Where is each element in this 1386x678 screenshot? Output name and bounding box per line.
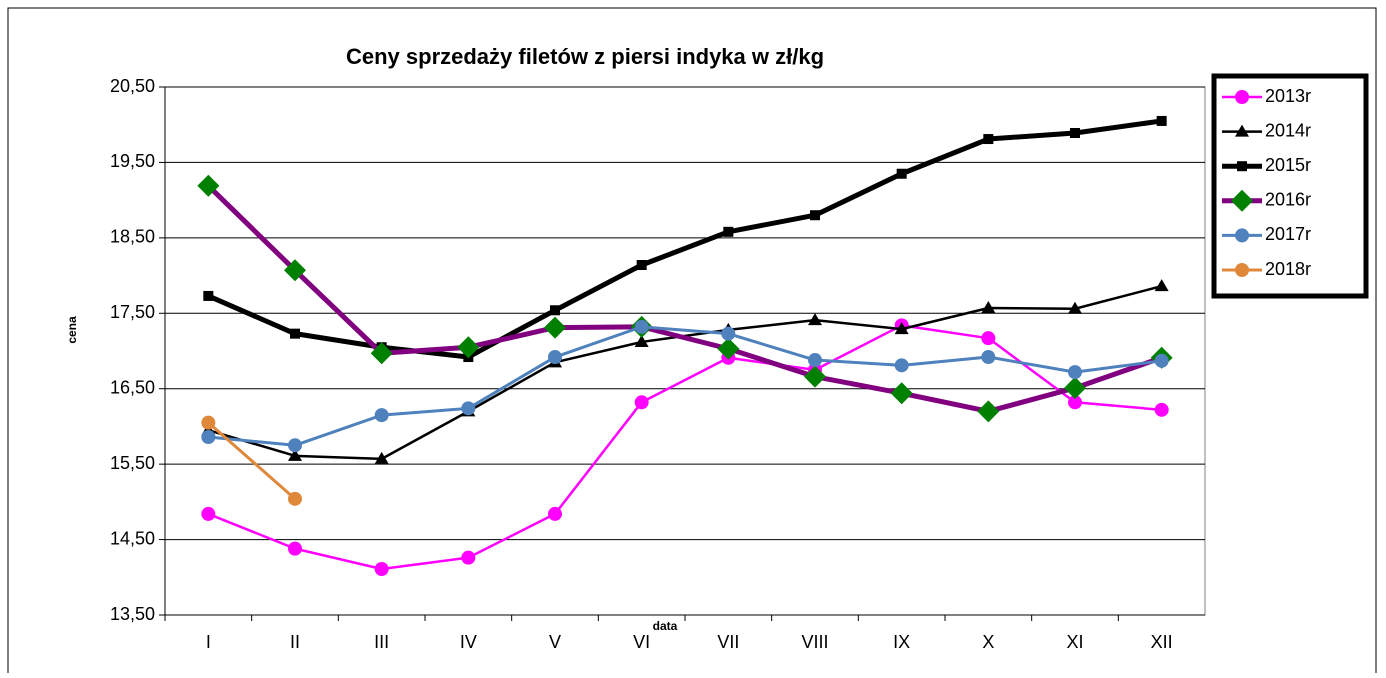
legend-label: 2013r (1265, 86, 1311, 106)
y-axis-label: cena (65, 316, 79, 344)
legend-marker (1237, 161, 1247, 172)
x-tick-label: IX (893, 632, 910, 652)
y-tick-label: 16,50 (110, 377, 155, 397)
x-tick-label: XII (1151, 632, 1173, 652)
x-tick-label: X (982, 632, 994, 652)
marker (374, 408, 389, 423)
marker (1068, 301, 1082, 314)
y-tick-label: 14,50 (110, 528, 155, 548)
x-tick-label: VII (717, 632, 739, 652)
marker (634, 334, 649, 347)
x-tick-label: VIII (801, 632, 828, 652)
marker (203, 290, 214, 301)
x-tick-label: I (206, 632, 211, 652)
marker (370, 342, 393, 365)
plot-area (164, 86, 1206, 616)
chart-title: Ceny sprzedaży filetów z piersi indyka w… (346, 44, 824, 69)
marker (1068, 365, 1082, 380)
marker (374, 451, 389, 464)
legend-label: 2018r (1265, 259, 1311, 279)
marker (981, 331, 996, 346)
marker (201, 415, 216, 430)
marker (1064, 376, 1086, 399)
marker (890, 382, 913, 405)
marker (804, 365, 826, 388)
x-tick-label: V (549, 632, 561, 652)
marker (983, 134, 994, 145)
series-line (207, 118, 1163, 360)
marker (288, 438, 302, 453)
series-line (207, 421, 296, 500)
x-tick-label: XI (1066, 632, 1083, 652)
marker (461, 401, 476, 416)
marker (544, 316, 566, 339)
marker (723, 226, 734, 237)
marker (981, 301, 996, 314)
legend-label: 2017r (1265, 224, 1311, 244)
marker (1154, 353, 1169, 368)
marker (288, 491, 302, 506)
marker (808, 313, 822, 326)
marker (201, 506, 216, 521)
marker (288, 448, 302, 461)
legend-label: 2014r (1265, 120, 1311, 140)
marker (1068, 395, 1082, 410)
marker (810, 210, 820, 221)
marker (634, 319, 649, 334)
y-tick-label: 13,50 (110, 604, 155, 624)
marker (461, 550, 476, 565)
marker (808, 353, 822, 368)
marker (374, 561, 389, 576)
marker (636, 260, 647, 271)
marker (894, 322, 909, 335)
legend-label: 2016r (1265, 190, 1311, 210)
legend-marker (1235, 263, 1249, 277)
y-tick-label: 19,50 (110, 151, 155, 171)
marker (284, 259, 306, 282)
y-tick-label: 15,50 (110, 453, 155, 473)
series-line (207, 324, 1162, 571)
marker (1154, 402, 1169, 417)
y-tick-label: 18,50 (110, 227, 155, 247)
y-tick-label: 20,50 (110, 76, 155, 96)
legend-marker (1231, 189, 1253, 212)
marker (201, 429, 216, 444)
marker (721, 326, 736, 341)
marker (197, 174, 220, 197)
marker (550, 305, 560, 316)
legend-box (1211, 73, 1369, 299)
marker (548, 350, 562, 365)
marker (634, 395, 649, 410)
marker (896, 168, 907, 179)
marker (1154, 279, 1169, 292)
marker (717, 337, 740, 360)
marker (1156, 115, 1167, 126)
legend-label: 2015r (1265, 155, 1311, 175)
marker (977, 400, 1000, 423)
x-tick-label: VI (633, 632, 650, 652)
x-tick-label: IV (460, 632, 477, 652)
x-tick-label: II (290, 632, 300, 652)
series-line (208, 325, 1162, 447)
x-tick-label: III (374, 632, 389, 652)
marker (290, 328, 300, 339)
x-axis-label: data (653, 619, 678, 633)
marker (894, 358, 909, 373)
marker (548, 506, 562, 521)
legend-marker (1235, 90, 1249, 104)
marker (981, 350, 996, 365)
legend-marker (1235, 228, 1249, 243)
marker (288, 541, 302, 556)
legend-marker (1235, 124, 1249, 137)
series-line (206, 184, 1163, 414)
marker (1070, 128, 1080, 139)
marker (457, 336, 480, 359)
y-tick-label: 17,50 (110, 302, 155, 322)
